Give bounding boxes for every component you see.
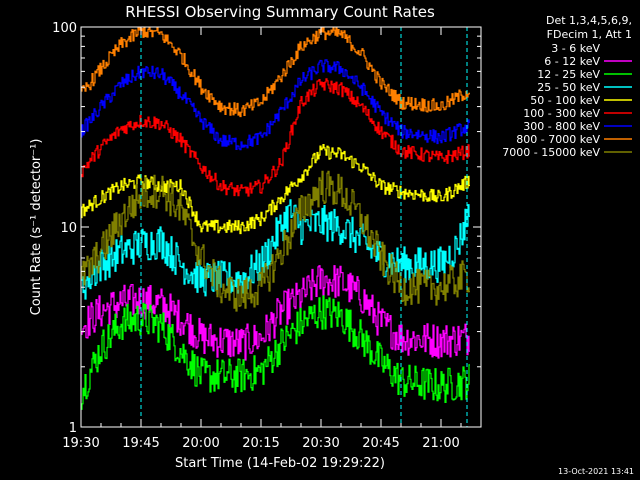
series-layer	[81, 27, 470, 411]
legend: Det 1,3,4,5,6,9, FDecim 1, Att 1 3 - 6 k…	[502, 14, 632, 159]
x-axis-label: Start Time (14-Feb-02 19:29:22)	[175, 456, 385, 471]
y-tick-label: 10	[60, 221, 77, 236]
x-tick-label: 20:45	[362, 436, 399, 451]
legend-label: 800 - 7000 keV	[516, 133, 600, 146]
legend-label: 100 - 300 keV	[523, 107, 600, 120]
y-tick-label: 100	[52, 21, 77, 36]
x-axis: 19:30 19:45 20:00 20:15 20:30 20:45 21:00	[62, 27, 462, 451]
x-tick-label: 19:30	[62, 436, 99, 451]
series-line-5	[81, 78, 470, 197]
legend-header-line-2: FDecim 1, Att 1	[547, 28, 632, 41]
y-axis-label: Count Rate (s⁻¹ detector⁻¹)	[29, 139, 44, 316]
legend-header-line-1: Det 1,3,4,5,6,9,	[546, 14, 632, 27]
series-line-6	[81, 59, 470, 151]
footer-timestamp: 13-Oct-2021 13:41	[558, 467, 634, 476]
y-axis: 1 10 100	[52, 21, 481, 436]
legend-label: 6 - 12 keV	[544, 55, 600, 68]
marker-layer	[140, 27, 468, 427]
series-line-7	[81, 27, 470, 118]
x-tick-label: 19:45	[122, 436, 159, 451]
legend-label: 7000 - 15000 keV	[502, 146, 600, 159]
chart-title: RHESSI Observing Summary Count Rates	[125, 3, 435, 21]
series-line-2	[81, 295, 470, 410]
legend-label: 50 - 100 keV	[530, 94, 600, 107]
x-tick-label: 20:30	[302, 436, 339, 451]
x-tick-label: 20:00	[182, 436, 219, 451]
legend-label: 25 - 50 keV	[537, 81, 600, 94]
series-line-0	[81, 357, 470, 411]
legend-label: 12 - 25 keV	[537, 68, 600, 81]
series-line-8	[81, 170, 470, 312]
legend-label: 3 - 6 keV	[551, 42, 600, 55]
x-tick-label: 20:15	[242, 436, 279, 451]
y-tick-label: 1	[69, 421, 77, 436]
x-tick-label: 21:00	[422, 436, 459, 451]
legend-label: 300 - 800 keV	[523, 120, 600, 133]
series-line-1	[81, 265, 470, 361]
